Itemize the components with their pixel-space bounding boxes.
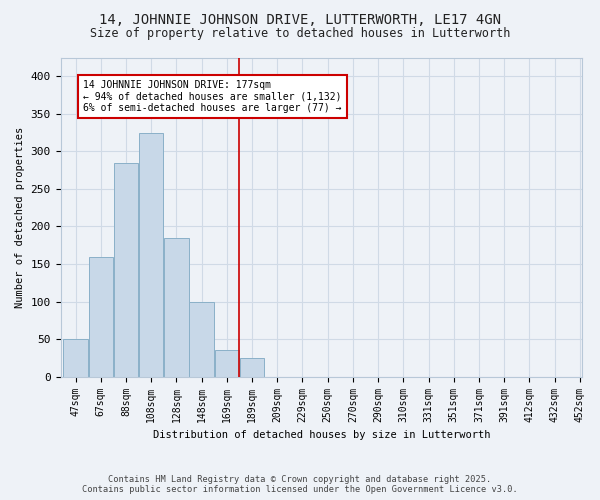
Text: 14 JOHNNIE JOHNSON DRIVE: 177sqm
← 94% of detached houses are smaller (1,132)
6%: 14 JOHNNIE JOHNSON DRIVE: 177sqm ← 94% o… (83, 80, 342, 113)
X-axis label: Distribution of detached houses by size in Lutterworth: Distribution of detached houses by size … (152, 430, 490, 440)
Y-axis label: Number of detached properties: Number of detached properties (15, 126, 25, 308)
Bar (64, 339, 88, 376)
Text: 14, JOHNNIE JOHNSON DRIVE, LUTTERWORTH, LE17 4GN: 14, JOHNNIE JOHNSON DRIVE, LUTTERWORTH, … (99, 12, 501, 26)
Bar (89, 256, 113, 376)
Text: Size of property relative to detached houses in Lutterworth: Size of property relative to detached ho… (90, 28, 510, 40)
Bar (139, 132, 163, 376)
Bar (164, 238, 188, 376)
Bar (114, 162, 138, 376)
Bar (240, 358, 265, 376)
Bar (215, 350, 239, 376)
Bar (190, 302, 214, 376)
Text: Contains HM Land Registry data © Crown copyright and database right 2025.
Contai: Contains HM Land Registry data © Crown c… (82, 474, 518, 494)
